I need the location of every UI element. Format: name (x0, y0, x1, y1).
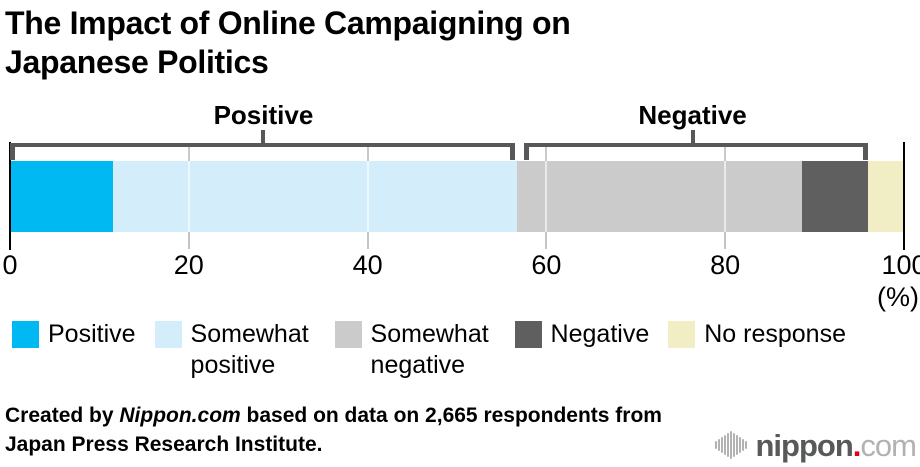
tick-60 (545, 232, 548, 249)
page-title-line1: The Impact of Online Campaigning on (5, 5, 571, 41)
group-bracket-positive (10, 143, 515, 160)
axis-line-100 (903, 142, 905, 250)
group-label-positive: Positive (213, 100, 314, 130)
gridline-60 (545, 147, 548, 161)
legend-item-positive: Positive (12, 319, 136, 350)
legend-label-somewhat-negative: Somewhat negative (370, 320, 489, 379)
stacked-bar-chart: 0 20 40 60 80 100 (%) Positive Negative (2, 100, 920, 312)
tick-label-100: 100 (881, 250, 920, 280)
legend-item-negative: Negative (514, 319, 650, 350)
gridline-over-bar-20 (187, 161, 190, 232)
bar-segment-negative (802, 161, 869, 232)
page-title: The Impact of Online Campaigning on Japa… (5, 4, 785, 82)
group-stem-negative (690, 130, 695, 143)
source-credit-line1: Created by Nippon.com based on data on 2… (5, 401, 662, 430)
tick-label-40: 40 (352, 250, 383, 280)
logo-dot: . (852, 427, 862, 463)
tick-40 (366, 232, 369, 249)
gridline-over-bar-40 (366, 161, 369, 232)
gridline-40 (366, 147, 369, 161)
soundwave-bars-icon (714, 431, 747, 459)
tick-label-20: 20 (173, 250, 204, 280)
source-credit-line2: Japan Press Research Institute. (5, 433, 323, 456)
credit-prefix: Created by (5, 404, 120, 427)
page-title-line2: Japanese Politics (5, 44, 269, 80)
tick-label-0: 0 (2, 250, 18, 280)
group-bracket-negative (523, 143, 869, 160)
axis-line-0 (9, 142, 11, 250)
tick-label-60: 60 (531, 250, 562, 280)
gridline-over-bar-60 (545, 161, 548, 232)
gridline-20 (187, 147, 190, 161)
legend-swatch-positive (12, 321, 39, 348)
bar-segment-positive (10, 161, 113, 232)
group-label-negative: Negative (638, 100, 747, 130)
axis-unit-label: (%) (877, 282, 919, 312)
legend-swatch-no-response (668, 321, 696, 348)
stacked-bar (10, 161, 904, 232)
group-stem-positive (261, 130, 266, 143)
gridline-80 (724, 147, 727, 161)
legend-label-positive: Positive (48, 320, 136, 348)
chart-legend: Positive Somewhat positive Somewhat negati… (12, 319, 846, 381)
legend-swatch-negative (514, 321, 542, 348)
bar-segment-no-response (868, 161, 904, 232)
legend-label-negative: Negative (550, 320, 650, 348)
legend-item-somewhat-positive: Somewhat positive (154, 319, 316, 381)
logo-wordmark: nippon.com (756, 430, 917, 461)
credit-suffix: based on data on 2,665 respondents from (240, 404, 662, 427)
nippon-com-logo: nippon.com (713, 429, 917, 461)
legend-item-somewhat-negative: Somewhat negative (334, 319, 496, 381)
legend-label-somewhat-positive: Somewhat positive (190, 320, 309, 379)
legend-swatch-somewhat-negative (334, 321, 362, 348)
tick-label-80: 80 (710, 250, 741, 280)
logo-tld: com (860, 427, 917, 463)
legend-label-no-response: No response (704, 320, 846, 348)
bar-segment-somewhat-negative (516, 161, 803, 232)
bar-segment-somewhat-positive (112, 161, 517, 232)
gridline-over-bar-80 (724, 161, 727, 232)
tick-80 (724, 232, 727, 249)
legend-swatch-somewhat-positive (154, 321, 182, 348)
legend-item-no-response: No response (668, 319, 846, 350)
tick-20 (187, 232, 190, 249)
source-credit: Created by Nippon.com based on data on 2… (5, 401, 662, 459)
logo-brand: nippon (755, 427, 854, 463)
credit-source-name: Nippon.com (119, 404, 241, 427)
